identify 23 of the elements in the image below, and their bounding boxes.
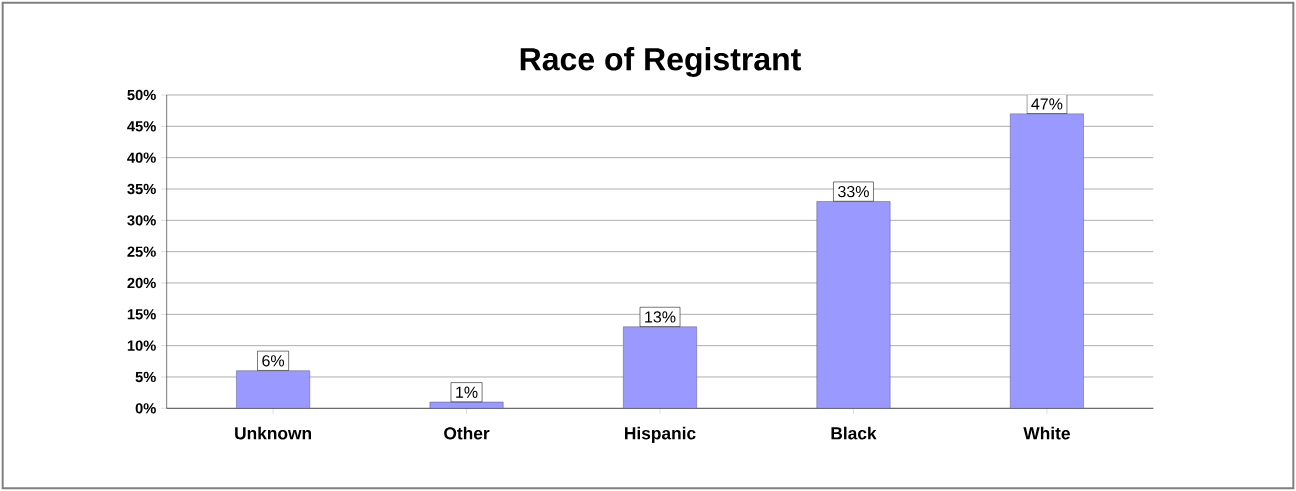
y-tick-label: 25% [127, 246, 156, 257]
y-tick-label: 5% [135, 371, 156, 383]
data-label: 1% [456, 386, 478, 398]
y-tick-label: 40% [127, 152, 156, 163]
data-label: 33% [838, 185, 869, 198]
y-tick-label: 45% [127, 121, 156, 132]
x-tick-label: Other [444, 426, 490, 440]
data-label: 47% [1031, 98, 1063, 110]
y-tick-label: 20% [127, 277, 156, 289]
y-tick-label: 50% [127, 89, 156, 101]
y-tick-label: 10% [127, 340, 156, 351]
data-label: 6% [262, 355, 285, 367]
y-tick-label: 30% [127, 215, 156, 226]
y-tick-label: 0% [135, 403, 156, 414]
bar [236, 370, 311, 409]
x-tick-label: Black [831, 426, 877, 440]
x-tick-label: Hispanic [625, 426, 696, 443]
y-tick-label: 15% [127, 309, 156, 320]
x-tick-label: Unknown [235, 426, 312, 440]
chart-title: Race of Registrant [520, 46, 801, 77]
x-tick-label: White [1023, 426, 1070, 440]
data-label: 13% [645, 311, 676, 323]
y-tick-label: 35% [127, 183, 156, 195]
